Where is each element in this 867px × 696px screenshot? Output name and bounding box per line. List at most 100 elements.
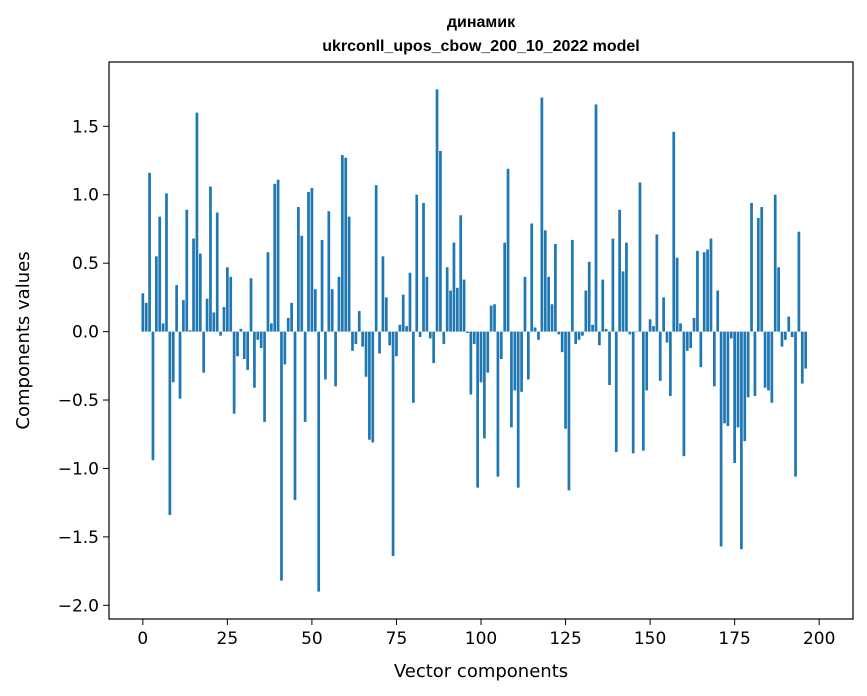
bar xyxy=(645,331,649,391)
bar xyxy=(591,324,594,332)
x-tick-label: 75 xyxy=(386,629,408,649)
x-tick-label: 50 xyxy=(301,629,323,649)
bar xyxy=(513,331,517,391)
x-tick-label: 25 xyxy=(217,629,239,649)
bar xyxy=(665,331,669,343)
bar xyxy=(604,328,608,332)
x-tick-label: 200 xyxy=(803,629,835,649)
bar xyxy=(256,331,260,340)
bar xyxy=(587,261,591,332)
bar xyxy=(719,331,723,547)
bar xyxy=(601,279,605,332)
bar xyxy=(462,279,466,332)
bar xyxy=(266,252,270,332)
bar xyxy=(280,331,283,581)
bar xyxy=(425,276,429,332)
y-tick-label: 1.5 xyxy=(72,117,99,137)
bar xyxy=(344,157,348,332)
y-tick-label: −1.5 xyxy=(58,528,99,548)
bar xyxy=(621,271,625,332)
bar xyxy=(669,331,672,396)
bar xyxy=(185,209,189,332)
bar xyxy=(773,194,777,332)
bar xyxy=(499,331,503,359)
bar xyxy=(560,331,564,353)
bar xyxy=(212,312,216,332)
chart-subtitle: ukrconll_upos_cbow_200_10_2022 model xyxy=(322,38,639,55)
bar xyxy=(222,306,226,332)
bar xyxy=(229,276,233,332)
bar xyxy=(628,331,632,335)
bar xyxy=(533,327,537,332)
bar xyxy=(340,155,344,332)
bar xyxy=(631,331,635,454)
bar xyxy=(537,331,540,340)
bar xyxy=(195,112,199,332)
bar xyxy=(286,317,290,332)
bar xyxy=(422,202,425,332)
bar xyxy=(364,331,368,377)
bar xyxy=(689,331,693,349)
y-tick-label: −0.5 xyxy=(58,391,99,411)
bar xyxy=(729,331,733,339)
bar xyxy=(198,253,202,332)
bar xyxy=(746,331,750,398)
bar xyxy=(219,331,222,336)
bar xyxy=(354,331,358,344)
bar xyxy=(445,267,449,332)
y-tick-label: −2.0 xyxy=(58,596,99,616)
bar xyxy=(263,331,266,422)
bar xyxy=(259,331,263,349)
bar xyxy=(486,331,490,373)
bar xyxy=(780,331,784,347)
bar xyxy=(648,319,652,332)
bar xyxy=(337,276,341,332)
bar xyxy=(692,317,696,332)
bar xyxy=(740,331,743,550)
bar xyxy=(526,331,530,380)
chart-title: динамик xyxy=(447,14,516,31)
bar xyxy=(753,331,757,396)
bar xyxy=(317,331,321,592)
bar xyxy=(232,331,236,414)
bar xyxy=(161,323,165,332)
x-axis-label: Vector components xyxy=(394,661,568,682)
x-tick-label: 125 xyxy=(549,629,581,649)
bar xyxy=(530,223,534,332)
bar xyxy=(313,289,317,332)
bar xyxy=(706,249,709,332)
bar xyxy=(506,168,510,332)
bar xyxy=(574,331,578,344)
bar xyxy=(685,331,689,351)
bar xyxy=(405,326,408,332)
bar xyxy=(307,192,310,332)
y-tick-label: 0.5 xyxy=(72,254,99,274)
bar xyxy=(635,331,638,333)
bar xyxy=(165,193,168,332)
bar xyxy=(641,331,645,451)
bar xyxy=(452,242,456,332)
bar xyxy=(570,239,574,332)
bar xyxy=(469,331,473,395)
bar xyxy=(608,331,611,385)
bar xyxy=(736,331,740,428)
bar xyxy=(226,267,229,332)
x-tick-label: 100 xyxy=(465,629,497,649)
bar xyxy=(804,331,808,369)
bar xyxy=(182,300,185,332)
bar xyxy=(598,331,601,346)
bar xyxy=(618,209,622,332)
bar xyxy=(246,331,250,370)
bar xyxy=(584,290,588,332)
bar xyxy=(144,302,148,332)
y-tick-label: −1.0 xyxy=(58,459,99,479)
bar xyxy=(459,215,463,332)
bar xyxy=(611,238,615,332)
bar xyxy=(300,235,304,332)
bar xyxy=(395,331,398,357)
bar xyxy=(175,285,178,332)
bar xyxy=(794,331,797,477)
bar xyxy=(253,331,256,388)
bar xyxy=(320,239,324,332)
